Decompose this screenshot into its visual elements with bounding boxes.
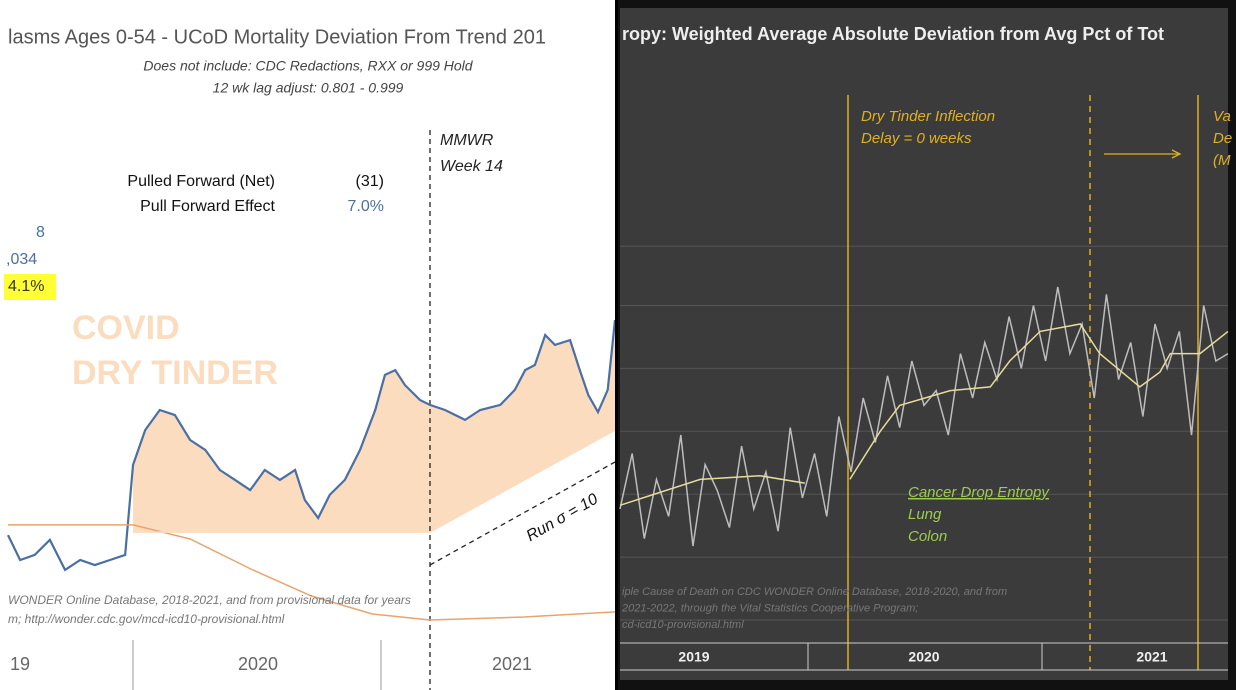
series-line <box>619 323 1229 507</box>
arrow <box>1104 149 1182 159</box>
source-note: m; http://wonder.cdc.gov/mcd-icd10-provi… <box>8 612 285 626</box>
left-chart: lasms Ages 0-54 - UCoD Mortality Deviati… <box>4 26 615 690</box>
annotation: DRY TINDER <box>72 354 278 392</box>
annotation: Pulled Forward (Net) <box>127 173 275 190</box>
annotation: Cancer Drop Entropy <box>908 484 1050 501</box>
annotation: Dry Tinder Inflection <box>861 108 995 125</box>
x-label: 2020 <box>908 649 939 665</box>
shaded-area <box>133 320 615 533</box>
x-label: 19 <box>10 654 30 674</box>
annotation: 4.1% <box>8 278 44 295</box>
series-line <box>8 524 615 621</box>
annotation: Colon <box>908 528 947 545</box>
annotation: (31) <box>356 173 384 190</box>
source-note: WONDER Online Database, 2018-2021, and f… <box>8 593 411 607</box>
annotation: Delay = 0 weeks <box>861 130 972 147</box>
annotation: Pull Forward Effect <box>140 198 275 215</box>
x-label: 2021 <box>1136 649 1167 665</box>
annotation: De <box>1213 130 1232 147</box>
chart-title: lasms Ages 0-54 - UCoD Mortality Deviati… <box>8 26 546 48</box>
subtitle: Does not include: CDC Redactions, RXX or… <box>143 58 473 74</box>
highlight <box>4 274 56 300</box>
annotation: MMWR <box>440 132 494 149</box>
annotation: (M <box>1213 152 1231 169</box>
right-chart: ropy: Weighted Average Absolute Deviatio… <box>619 24 1232 671</box>
annotation: Week 14 <box>440 158 503 175</box>
source-note: iple Cause of Death on CDC WONDER Online… <box>622 586 1007 598</box>
left-panel <box>0 0 615 690</box>
annotation: COVID <box>72 309 180 347</box>
x-label: 2020 <box>238 654 278 674</box>
annotation: 8 <box>36 224 45 241</box>
annotation: ,034 <box>6 251 37 268</box>
subtitle: 12 wk lag adjust: 0.801 - 0.999 <box>213 80 404 96</box>
annotation: Lung <box>908 506 942 523</box>
series-line <box>7 319 615 572</box>
x-label: 2021 <box>492 654 532 674</box>
chart-title: ropy: Weighted Average Absolute Deviatio… <box>622 24 1164 44</box>
right-panel <box>620 8 1228 680</box>
series-line <box>133 429 615 533</box>
annotation: 7.0% <box>348 198 384 215</box>
source-note: cd-icd10-provisional.html <box>622 619 744 631</box>
source-note: 2021-2022, through the Vital Statistics … <box>621 602 918 614</box>
annotation: Va <box>1213 108 1231 125</box>
x-label: 2019 <box>678 649 709 665</box>
series-line <box>619 286 1229 547</box>
